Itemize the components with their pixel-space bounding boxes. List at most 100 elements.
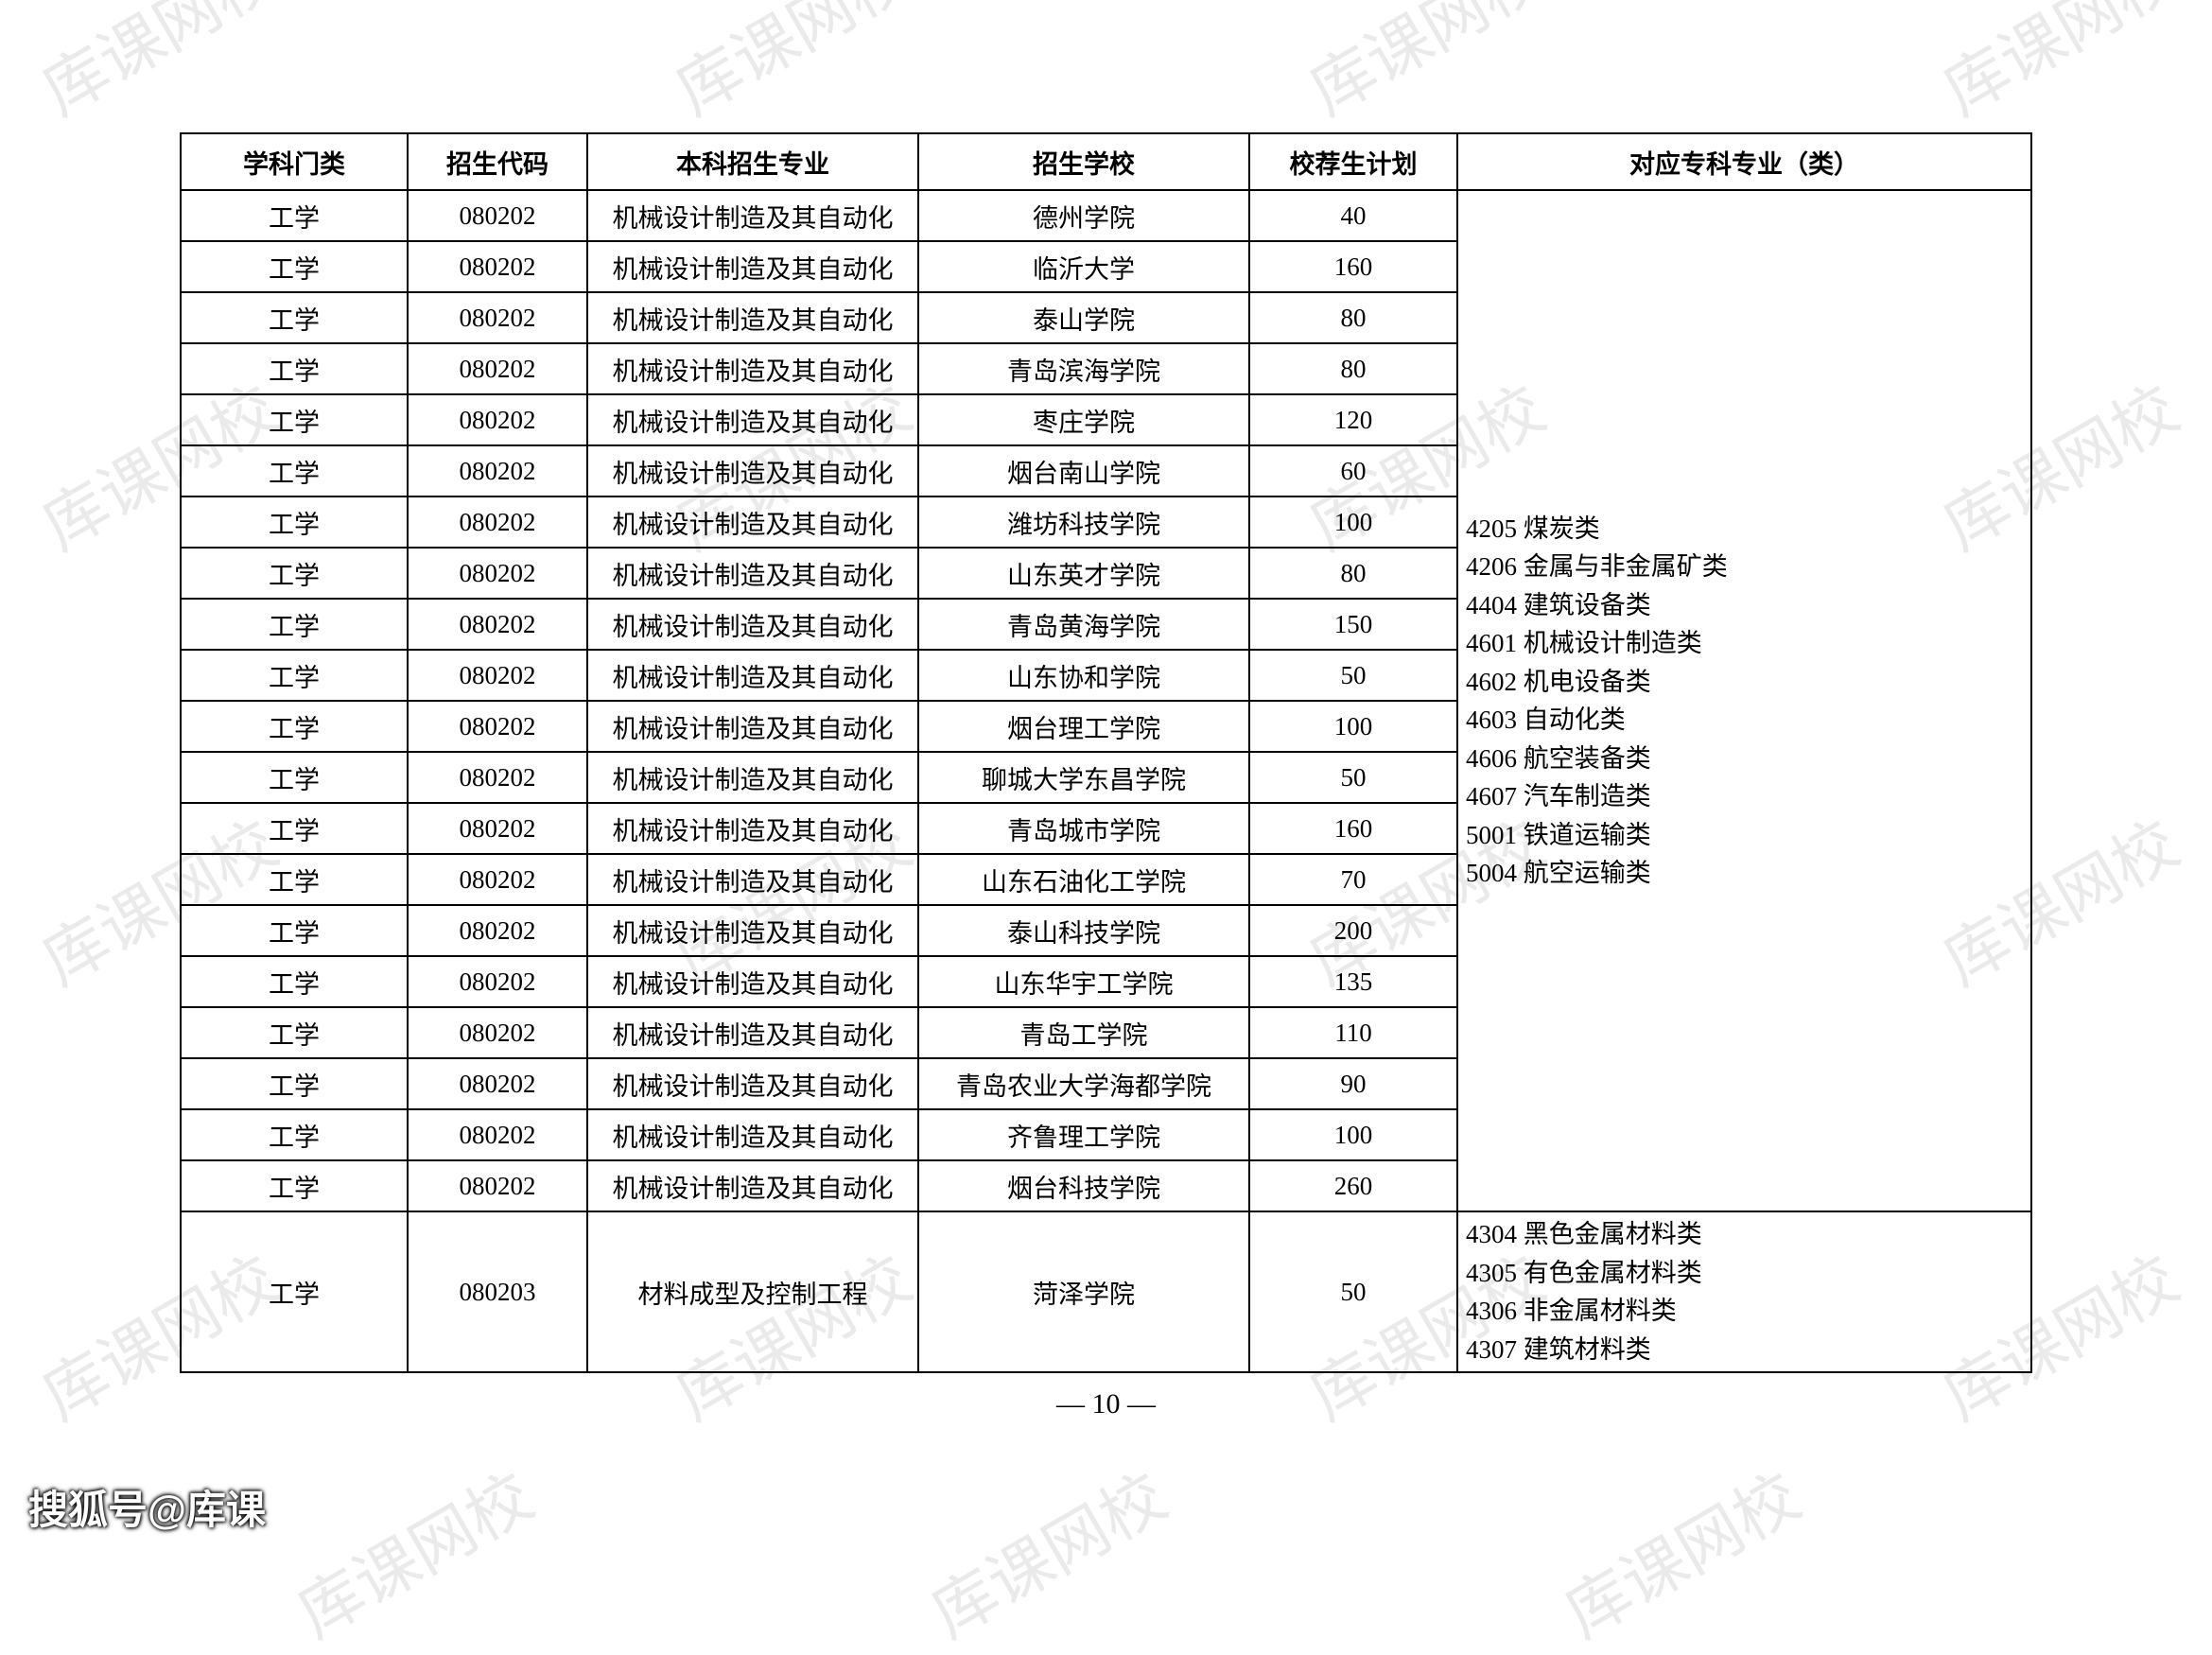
cell-school: 德州学院 [918,190,1249,241]
cell-quota: 50 [1249,650,1457,701]
cell-major: 机械设计制造及其自动化 [587,445,918,496]
cell-quota: 90 [1249,1058,1457,1109]
cell-code: 080203 [408,1211,587,1372]
mapping-line: 5001 铁道运输类 [1466,816,2030,855]
table-row: 工学080203材料成型及控制工程菏泽学院504304 黑色金属材料类4305 … [181,1211,2031,1372]
cell-school: 泰山科技学院 [918,905,1249,956]
cell-major: 机械设计制造及其自动化 [587,1058,918,1109]
header-quota: 校荐生计划 [1249,133,1457,190]
header-major: 本科招生专业 [587,133,918,190]
cell-code: 080202 [408,1109,587,1160]
cell-major: 机械设计制造及其自动化 [587,548,918,599]
mapping-line: 4404 建筑设备类 [1466,586,2030,625]
cell-category: 工学 [181,445,408,496]
cell-quota: 135 [1249,956,1457,1007]
cell-major: 机械设计制造及其自动化 [587,752,918,803]
cell-quota: 150 [1249,599,1457,650]
cell-quota: 50 [1249,752,1457,803]
header-mapping: 对应专科专业（类） [1457,133,2031,190]
cell-code: 080202 [408,343,587,394]
cell-major: 机械设计制造及其自动化 [587,394,918,445]
cell-quota: 160 [1249,803,1457,854]
cell-quota: 60 [1249,445,1457,496]
cell-category: 工学 [181,1109,408,1160]
page-container: 学科门类 招生代码 本科招生专业 招生学校 校荐生计划 对应专科专业（类） 工学… [0,0,2212,1564]
cell-school: 聊城大学东昌学院 [918,752,1249,803]
cell-quota: 110 [1249,1007,1457,1058]
cell-category: 工学 [181,854,408,905]
cell-quota: 260 [1249,1160,1457,1211]
cell-quota: 100 [1249,496,1457,548]
cell-major: 机械设计制造及其自动化 [587,1109,918,1160]
table-header: 学科门类 招生代码 本科招生专业 招生学校 校荐生计划 对应专科专业（类） [181,133,2031,190]
mapping-line: 4205 煤炭类 [1466,510,2030,549]
cell-school: 青岛黄海学院 [918,599,1249,650]
table-body: 工学080202机械设计制造及其自动化德州学院404205 煤炭类4206 金属… [181,190,2031,1372]
cell-school: 山东华宇工学院 [918,956,1249,1007]
cell-major: 材料成型及控制工程 [587,1211,918,1372]
mapping-line: 4206 金属与非金属矿类 [1466,548,2030,586]
cell-school: 泰山学院 [918,292,1249,343]
cell-category: 工学 [181,548,408,599]
cell-code: 080202 [408,701,587,752]
header-school: 招生学校 [918,133,1249,190]
cell-school: 临沂大学 [918,241,1249,292]
cell-category: 工学 [181,956,408,1007]
mapping-line: 4304 黑色金属材料类 [1466,1215,2030,1254]
cell-code: 080202 [408,394,587,445]
cell-code: 080202 [408,496,587,548]
cell-school: 潍坊科技学院 [918,496,1249,548]
cell-category: 工学 [181,1160,408,1211]
cell-code: 080202 [408,1160,587,1211]
cell-school: 青岛工学院 [918,1007,1249,1058]
cell-code: 080202 [408,905,587,956]
cell-school: 烟台理工学院 [918,701,1249,752]
cell-category: 工学 [181,343,408,394]
cell-category: 工学 [181,292,408,343]
cell-code: 080202 [408,445,587,496]
mapping-line: 4603 自动化类 [1466,701,2030,740]
cell-category: 工学 [181,1007,408,1058]
cell-code: 080202 [408,956,587,1007]
cell-school: 青岛滨海学院 [918,343,1249,394]
cell-code: 080202 [408,241,587,292]
cell-category: 工学 [181,241,408,292]
cell-quota: 200 [1249,905,1457,956]
header-code: 招生代码 [408,133,587,190]
mapping-line: 4602 机电设备类 [1466,663,2030,702]
cell-category: 工学 [181,701,408,752]
cell-major: 机械设计制造及其自动化 [587,292,918,343]
cell-major: 机械设计制造及其自动化 [587,854,918,905]
cell-school: 菏泽学院 [918,1211,1249,1372]
mapping-line: 4606 航空装备类 [1466,740,2030,778]
cell-code: 080202 [408,752,587,803]
cell-school: 山东英才学院 [918,548,1249,599]
mapping-line: 4306 非金属材料类 [1466,1292,2030,1331]
cell-code: 080202 [408,190,587,241]
cell-major: 机械设计制造及其自动化 [587,803,918,854]
cell-code: 080202 [408,854,587,905]
mapping-line: 5004 航空运输类 [1466,854,2030,893]
cell-quota: 80 [1249,343,1457,394]
cell-category: 工学 [181,1211,408,1372]
cell-major: 机械设计制造及其自动化 [587,241,918,292]
page-number: — 10 — [180,1388,2032,1420]
cell-code: 080202 [408,803,587,854]
mapping-line: 4601 机械设计制造类 [1466,624,2030,663]
cell-school: 枣庄学院 [918,394,1249,445]
cell-school: 山东协和学院 [918,650,1249,701]
cell-school: 青岛城市学院 [918,803,1249,854]
mapping-line: 4307 建筑材料类 [1466,1331,2030,1369]
cell-quota: 120 [1249,394,1457,445]
cell-major: 机械设计制造及其自动化 [587,496,918,548]
cell-code: 080202 [408,548,587,599]
cell-mapping: 4205 煤炭类4206 金属与非金属矿类4404 建筑设备类4601 机械设计… [1457,190,2031,1211]
cell-school: 山东石油化工学院 [918,854,1249,905]
cell-major: 机械设计制造及其自动化 [587,650,918,701]
cell-major: 机械设计制造及其自动化 [587,599,918,650]
cell-school: 齐鲁理工学院 [918,1109,1249,1160]
cell-code: 080202 [408,650,587,701]
enrollment-table: 学科门类 招生代码 本科招生专业 招生学校 校荐生计划 对应专科专业（类） 工学… [180,132,2032,1373]
cell-code: 080202 [408,1058,587,1109]
cell-major: 机械设计制造及其自动化 [587,1160,918,1211]
